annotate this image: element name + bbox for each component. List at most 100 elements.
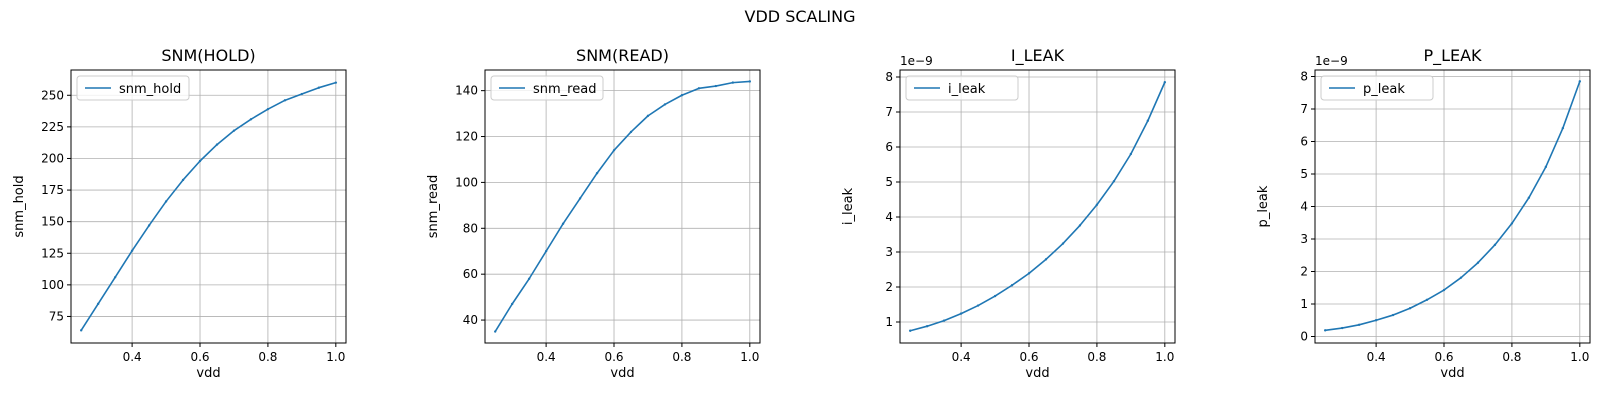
y-offset-label: 1e−9: [1315, 54, 1348, 68]
series-line: [1325, 81, 1581, 332]
legend-box: [76, 75, 190, 101]
data-point: [1544, 165, 1548, 169]
y-tick-label: 4: [1300, 200, 1308, 214]
legend-label: i_leak: [948, 82, 986, 97]
y-tick-label: 7: [1300, 102, 1308, 116]
data-point: [680, 94, 684, 97]
data-point: [1340, 326, 1344, 330]
chart-panel: 0.4 0.6 0.8 1.0 75 100 125 150 175 200 225 250 SNM(H…: [12, 46, 347, 381]
data-point: [1476, 261, 1480, 264]
y-tick-label: 2: [1300, 265, 1308, 279]
series-line: [909, 81, 1166, 332]
y-tick-label: 150: [41, 215, 64, 229]
data-point: [283, 99, 287, 102]
data-point: [925, 325, 929, 328]
x-tick-label: 1.0: [1155, 350, 1174, 364]
y-tick-label: 5: [1300, 167, 1308, 181]
y-tick-label: 125: [41, 246, 64, 260]
data-point: [1129, 152, 1133, 156]
data-point: [317, 86, 321, 89]
data-point: [130, 249, 134, 252]
legend-box: [905, 75, 1019, 101]
y-tick-label: 8: [1300, 70, 1308, 84]
x-axis-label: vdd: [610, 366, 634, 381]
data-point: [731, 81, 735, 84]
x-tick-label: 0.4: [1367, 350, 1386, 364]
legend-label: snm_hold: [119, 82, 181, 97]
legend-box: [490, 75, 604, 101]
data-point: [612, 149, 616, 152]
data-point: [908, 329, 912, 332]
y-tick-label: 0: [1300, 330, 1308, 344]
y-tick-label: 5: [885, 175, 893, 189]
data-point: [1163, 81, 1167, 84]
data-point: [663, 103, 667, 106]
data-point: [714, 84, 718, 88]
data-point: [334, 81, 338, 84]
y-tick-label: 200: [41, 151, 64, 165]
legend-box: [1320, 75, 1434, 101]
legend-label: p_leak: [1363, 82, 1405, 97]
chart-panels: 0.4 0.6 0.8 1.075100125150175200225250SNM(H…: [12, 46, 1591, 381]
x-tick-label: 0.6: [190, 350, 209, 364]
data-point: [164, 200, 168, 203]
data-point: [1561, 126, 1565, 130]
y-tick-label: 140: [455, 84, 478, 98]
data-point: [1061, 242, 1065, 245]
data-point: [113, 276, 117, 279]
data-point: [181, 178, 185, 182]
data-point: [79, 329, 83, 332]
y-tick-label: 60: [463, 267, 478, 281]
x-axis-label: vdd: [1440, 366, 1464, 381]
x-tick-label: 0.4: [537, 350, 556, 364]
x-tick-label: 1.0: [740, 350, 759, 364]
y-tick-label: 225: [41, 120, 64, 134]
data-point: [959, 312, 963, 315]
y-axis-label: snm_hold: [12, 175, 27, 237]
series-line: [80, 81, 337, 331]
chart-title: SNM(HOLD): [161, 46, 255, 65]
data-point: [578, 197, 582, 200]
y-tick-label: 7: [885, 105, 893, 119]
data-point: [1095, 203, 1099, 206]
x-tick-label: 0.6: [604, 350, 623, 364]
x-tick-label: 0.8: [1087, 350, 1106, 364]
data-point: [1146, 119, 1150, 122]
data-point: [993, 294, 997, 298]
data-point: [1578, 80, 1582, 83]
x-tick-label: 0.6: [1434, 350, 1453, 364]
data-point: [1323, 329, 1327, 332]
data-point: [1493, 243, 1497, 247]
data-point: [1112, 180, 1116, 183]
data-point: [300, 92, 304, 96]
x-tick-label: 0.4: [123, 350, 142, 364]
figure-title: VDD SCALING: [745, 7, 856, 26]
axes-frame: [484, 69, 761, 344]
legend: i_leak: [905, 75, 1019, 101]
y-tick-label: 4: [885, 210, 893, 224]
y-tick-label: 8: [885, 70, 893, 84]
series-line: [494, 80, 750, 332]
y-tick-label: 175: [41, 183, 64, 197]
legend-label: snm_read: [533, 82, 596, 97]
data-point: [976, 304, 980, 307]
data-point: [1357, 323, 1361, 326]
data-point: [527, 277, 531, 280]
data-point: [215, 143, 219, 146]
data-point: [1010, 284, 1014, 287]
data-point: [544, 250, 548, 253]
data-point: [266, 107, 270, 111]
y-tick-label: 2: [885, 280, 893, 294]
x-tick-label: 0.8: [672, 350, 691, 364]
y-tick-label: 80: [463, 221, 478, 235]
legend: snm_read: [490, 75, 604, 101]
data-point: [249, 118, 253, 121]
data-point: [1510, 222, 1514, 225]
data-point: [1408, 307, 1412, 310]
data-point: [510, 302, 514, 306]
data-point: [198, 159, 202, 163]
data-point: [1425, 298, 1429, 301]
